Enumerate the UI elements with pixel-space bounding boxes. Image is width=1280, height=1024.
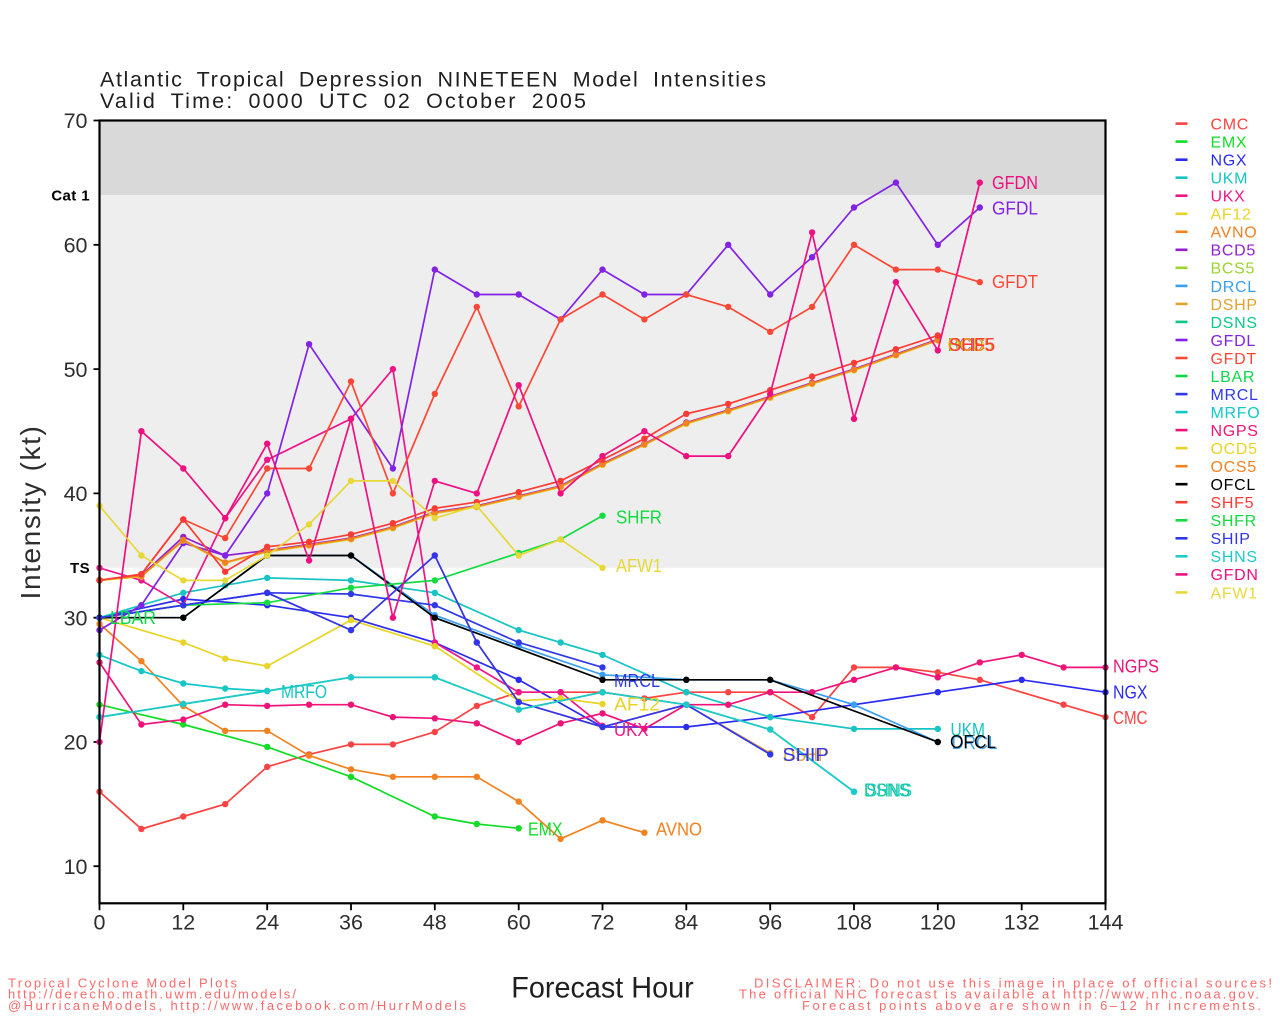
svg-text:The official NHC forecast is a: The official NHC forecast is available a… xyxy=(739,987,1259,1002)
svg-text:84: 84 xyxy=(674,911,698,935)
svg-text:UKM: UKM xyxy=(1211,171,1249,188)
svg-text:LBAR: LBAR xyxy=(1211,369,1256,386)
svg-text:SHNS: SHNS xyxy=(866,780,912,801)
svg-text:OFCL: OFCL xyxy=(950,731,996,752)
svg-text:EMX: EMX xyxy=(1211,135,1248,152)
svg-text:20: 20 xyxy=(64,731,88,755)
svg-text:48: 48 xyxy=(423,911,447,935)
svg-text:70: 70 xyxy=(64,109,88,133)
svg-text:SHIP: SHIP xyxy=(783,744,829,765)
svg-text:DSHP: DSHP xyxy=(1211,297,1258,314)
svg-text:OCS5: OCS5 xyxy=(1211,459,1257,476)
svg-text:NGPS: NGPS xyxy=(1113,656,1159,677)
svg-text:DRCL: DRCL xyxy=(1211,279,1257,296)
svg-text:0: 0 xyxy=(94,911,106,935)
svg-text:SHNS: SHNS xyxy=(1211,549,1258,566)
svg-text:AVNO: AVNO xyxy=(656,819,702,840)
svg-text:60: 60 xyxy=(507,911,531,935)
svg-text:24: 24 xyxy=(255,911,279,935)
svg-text:@HurricaneModels, http://www.f: @HurricaneModels, http://www.facebook.co… xyxy=(8,998,466,1013)
svg-text:http://derecho.math.uwm.edu/mo: http://derecho.math.uwm.edu/models/ xyxy=(8,987,296,1002)
svg-text:EMX: EMX xyxy=(528,819,563,840)
svg-text:NGPS: NGPS xyxy=(1211,423,1259,440)
svg-text:72: 72 xyxy=(591,911,615,935)
svg-text:BCD5: BCD5 xyxy=(948,334,994,355)
svg-text:BCS5: BCS5 xyxy=(948,334,994,355)
svg-text:OFCL: OFCL xyxy=(1211,477,1256,494)
svg-text:SHFR: SHFR xyxy=(616,507,662,528)
svg-text:NGX: NGX xyxy=(1113,682,1148,703)
svg-text:Forecast Hour: Forecast Hour xyxy=(511,972,694,1005)
svg-text:40: 40 xyxy=(64,482,88,506)
svg-text:60: 60 xyxy=(64,234,88,258)
svg-text:36: 36 xyxy=(339,911,363,935)
svg-text:SHF5: SHF5 xyxy=(949,334,995,355)
svg-text:DSHP: DSHP xyxy=(783,744,829,765)
svg-text:BCD5: BCD5 xyxy=(1211,243,1256,260)
svg-text:AF12: AF12 xyxy=(1211,207,1252,224)
svg-text:GFDL: GFDL xyxy=(992,198,1038,219)
svg-text:Intensity (kt): Intensity (kt) xyxy=(15,425,46,600)
svg-text:AFW1: AFW1 xyxy=(1211,585,1258,602)
svg-text:MRFO: MRFO xyxy=(281,681,327,702)
svg-text:120: 120 xyxy=(920,911,956,935)
svg-text:Cat 1: Cat 1 xyxy=(51,187,90,204)
svg-text:Valid Time: 0000 UTC 02 Octobe: Valid Time: 0000 UTC 02 October 2005 xyxy=(100,89,586,113)
svg-text:CMC: CMC xyxy=(1113,707,1148,728)
svg-text:96: 96 xyxy=(758,911,782,935)
svg-text:12: 12 xyxy=(171,911,195,935)
svg-text:AFW1: AFW1 xyxy=(616,555,662,576)
svg-text:MRCL: MRCL xyxy=(1211,387,1259,404)
svg-text:AF12: AF12 xyxy=(614,694,660,715)
svg-text:144: 144 xyxy=(1088,911,1124,935)
svg-text:GFDN: GFDN xyxy=(992,172,1038,193)
svg-text:CMC: CMC xyxy=(1211,117,1250,134)
svg-text:50: 50 xyxy=(64,358,88,382)
svg-text:OCD5: OCD5 xyxy=(948,334,994,355)
svg-text:10: 10 xyxy=(64,855,88,879)
svg-text:GFDN: GFDN xyxy=(1211,567,1259,584)
svg-text:TS: TS xyxy=(70,560,90,577)
svg-text:132: 132 xyxy=(1004,911,1040,935)
svg-text:SHIP: SHIP xyxy=(1211,531,1251,548)
svg-text:BCS5: BCS5 xyxy=(1211,261,1256,278)
svg-text:AVNO: AVNO xyxy=(1211,225,1258,242)
svg-text:MRCL: MRCL xyxy=(614,670,660,691)
svg-text:UKM: UKM xyxy=(951,719,986,740)
svg-text:NGX: NGX xyxy=(1211,153,1248,170)
svg-text:Atlantic Tropical Depression N: Atlantic Tropical Depression NINETEEN Mo… xyxy=(100,68,766,92)
svg-text:OCD5: OCD5 xyxy=(1211,441,1258,458)
svg-text:UKX: UKX xyxy=(1211,189,1246,206)
svg-text:MRFO: MRFO xyxy=(1211,405,1261,422)
svg-text:Forecast points above are show: Forecast points above are shown in 6–12 … xyxy=(802,998,1261,1013)
svg-text:SHFR: SHFR xyxy=(1211,513,1257,530)
svg-text:SHF5: SHF5 xyxy=(1211,495,1255,512)
svg-text:OCS5: OCS5 xyxy=(948,334,994,355)
svg-text:DSNS: DSNS xyxy=(864,780,910,801)
svg-text:108: 108 xyxy=(836,911,872,935)
svg-text:GFDT: GFDT xyxy=(992,271,1038,292)
svg-text:UKX: UKX xyxy=(614,719,649,740)
svg-text:GFDT: GFDT xyxy=(1211,351,1257,368)
svg-text:LBAR: LBAR xyxy=(110,607,156,628)
svg-text:DSNS: DSNS xyxy=(1211,315,1258,332)
svg-text:30: 30 xyxy=(64,606,88,630)
svg-text:DRCL: DRCL xyxy=(952,732,998,753)
svg-text:GFDL: GFDL xyxy=(1211,333,1256,350)
